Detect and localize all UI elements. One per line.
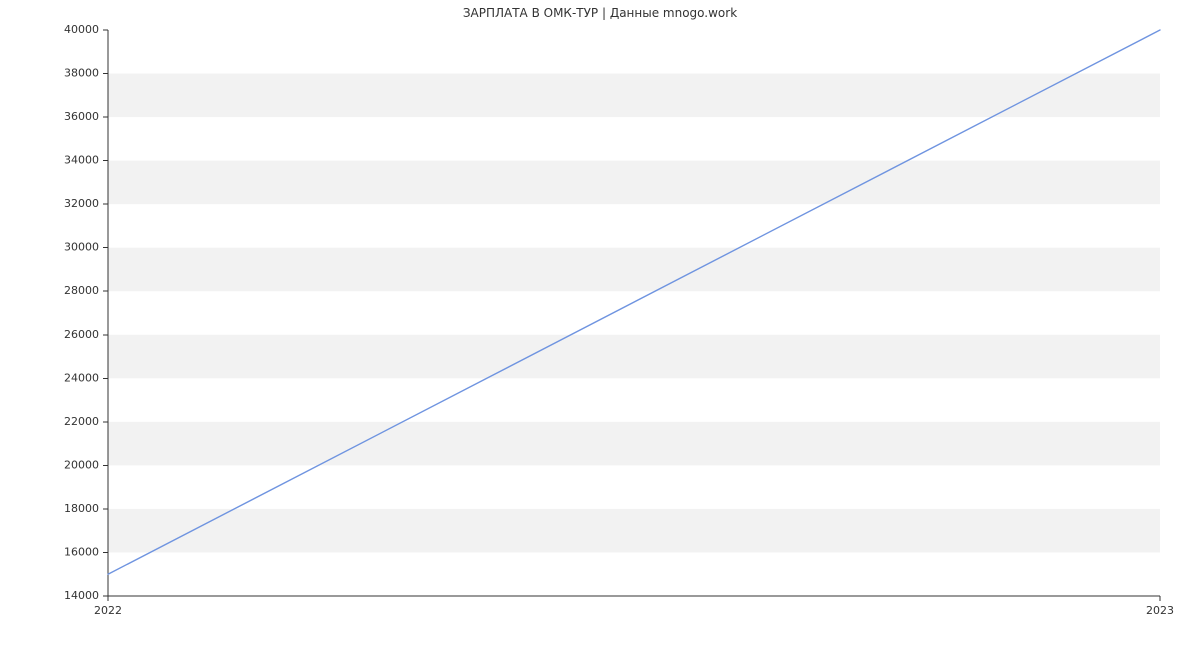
- grid-band: [108, 335, 1160, 379]
- chart-title: ЗАРПЛАТА В ОМК-ТУР | Данные mnogo.work: [0, 6, 1200, 20]
- y-tick-label: 28000: [64, 284, 99, 297]
- y-tick-label: 14000: [64, 589, 99, 602]
- grid-band: [108, 161, 1160, 205]
- line-chart: ЗАРПЛАТА В ОМК-ТУР | Данные mnogo.work 1…: [0, 0, 1200, 650]
- y-tick-label: 20000: [64, 458, 99, 471]
- y-tick-label: 18000: [64, 502, 99, 515]
- grid-band: [108, 509, 1160, 553]
- y-tick-label: 34000: [64, 154, 99, 167]
- y-tick-label: 22000: [64, 415, 99, 428]
- y-tick-label: 36000: [64, 110, 99, 123]
- y-tick-label: 16000: [64, 545, 99, 558]
- y-tick-label: 38000: [64, 67, 99, 80]
- grid-band: [108, 74, 1160, 118]
- grid-band: [108, 248, 1160, 292]
- y-tick-label: 30000: [64, 241, 99, 254]
- x-tick-label: 2023: [1146, 604, 1174, 617]
- y-tick-label: 26000: [64, 328, 99, 341]
- grid-band: [108, 422, 1160, 466]
- chart-svg: 14000 16000 18000 20000 22000 24000 26000 28000…: [0, 0, 1200, 650]
- y-tick-label: 24000: [64, 371, 99, 384]
- x-tick-label: 2022: [94, 604, 122, 617]
- y-tick-label: 40000: [64, 23, 99, 36]
- y-tick-label: 32000: [64, 197, 99, 210]
